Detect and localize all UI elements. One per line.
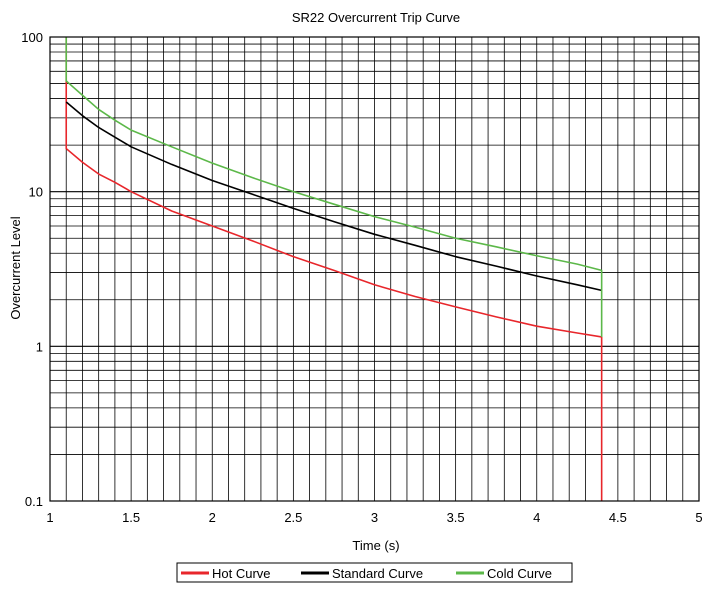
x-axis-label: Time (s)	[352, 538, 399, 553]
x-axis-ticks: 1 1.5 2 2.5 3 3.5 4 4.5 5	[46, 510, 702, 525]
x-tick-label: 4	[533, 510, 540, 525]
y-axis-label: Overcurrent Level	[8, 216, 23, 319]
x-tick-label: 1.5	[122, 510, 140, 525]
x-tick-label: 3.5	[447, 510, 465, 525]
chart-title: SR22 Overcurrent Trip Curve	[292, 10, 460, 25]
x-tick-label: 2.5	[284, 510, 302, 525]
x-tick-label: 5	[695, 510, 702, 525]
series-lines	[65, 37, 603, 501]
x-tick-label: 2	[209, 510, 216, 525]
y-tick-label: 0.1	[25, 494, 43, 509]
grid	[49, 37, 700, 502]
series-line	[65, 101, 602, 292]
series-line	[65, 37, 603, 501]
legend-label: Standard Curve	[332, 566, 423, 581]
y-axis-ticks: 0.1 1 10 100	[21, 30, 43, 509]
series-line	[65, 37, 603, 337]
y-tick-label: 100	[21, 30, 43, 45]
legend-label: Cold Curve	[487, 566, 552, 581]
legend-label: Hot Curve	[212, 566, 271, 581]
legend: Hot Curve Standard Curve Cold Curve	[176, 562, 573, 583]
x-tick-label: 3	[371, 510, 378, 525]
plot-frame	[49, 36, 700, 502]
x-tick-label: 1	[46, 510, 53, 525]
x-tick-label: 4.5	[609, 510, 627, 525]
legend-box	[176, 562, 573, 583]
y-tick-label: 10	[29, 185, 43, 200]
y-tick-label: 1	[36, 339, 43, 354]
